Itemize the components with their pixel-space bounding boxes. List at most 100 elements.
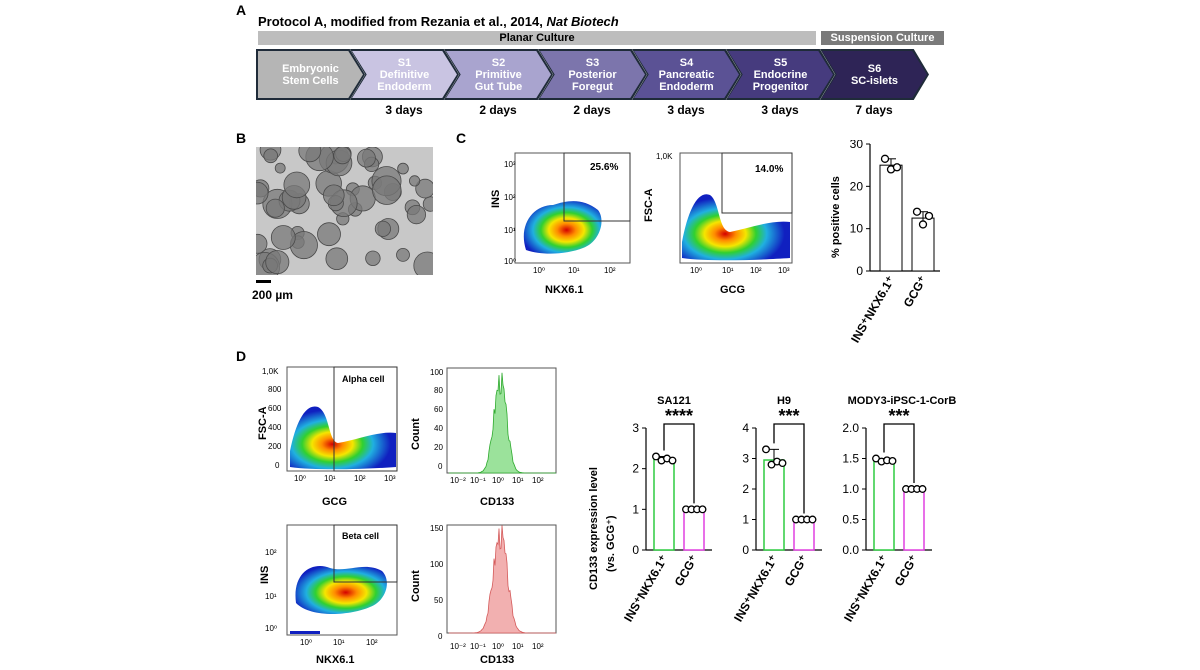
bar: [879, 164, 903, 272]
data-point: [892, 163, 902, 172]
stage-label: Primitive: [475, 68, 522, 81]
hist-green-xtick: 10¹: [512, 476, 524, 485]
y-tick-label: 0.5: [842, 513, 859, 527]
chart-title: MODY3-iPSC-1-CorB: [848, 395, 957, 407]
spheroid: [265, 250, 290, 275]
spheroid: [372, 175, 402, 205]
stage-label: SC-islets: [850, 74, 899, 87]
alpha-xtick: 10²: [354, 474, 366, 483]
stage-label: S1: [397, 56, 412, 69]
flow2-xlabel: GCG: [720, 284, 746, 296]
stage-label: Endocrine: [753, 68, 808, 81]
y-tick-label: 10: [850, 222, 864, 236]
flow2-ytick: 1,0K: [656, 152, 673, 161]
spheroid: [263, 148, 278, 164]
data-point: [762, 445, 770, 454]
significance-bracket: [883, 423, 915, 483]
histogram-cd133-alpha: [446, 367, 557, 474]
protocol-title: Protocol A, modified from Rezania et al.…: [258, 14, 619, 29]
flow1-ytick: 10¹: [504, 226, 516, 235]
spheroid: [325, 247, 349, 270]
hist-red-ytick: 50: [434, 596, 443, 605]
spheroid: [415, 178, 433, 199]
spheroid: [397, 162, 409, 175]
alpha-ytick: 1,0K: [262, 367, 279, 376]
scale-label: 200 µm: [252, 288, 293, 302]
flow1-ytick: 10³: [504, 160, 516, 169]
category-label: GCG⁺: [782, 553, 811, 589]
flow1-xtick: 10²: [604, 266, 616, 275]
y-tick-label: 0: [856, 264, 863, 278]
hist-green-xtick: 10²: [532, 476, 544, 485]
spheroid: [323, 184, 345, 207]
hist-red-xtick: 10⁰: [492, 642, 505, 651]
y-tick-label: 1: [632, 502, 639, 516]
bar-chart-mody3: MODY3-iPSC-1-CorB 0.0 0.5 1.0 1.5 2.0 INS⁺NKX6…: [841, 395, 957, 624]
flow-plot-beta-cell: Beta cell: [286, 524, 398, 636]
hist-red-ytick: 100: [430, 560, 444, 569]
beta-xtick: 10¹: [333, 638, 345, 647]
stage-label: S3: [585, 56, 600, 69]
bar-c-ylabel: % positive cells: [830, 176, 842, 258]
flow2-ylabel: FSC-A: [643, 188, 655, 222]
spheroid: [365, 250, 381, 267]
hist-red-ytick: 0: [438, 632, 443, 641]
spheroid: [298, 147, 322, 163]
flow-plot-fsc-gcg: 14.0%: [679, 152, 793, 264]
bar: [683, 508, 705, 551]
planar-culture-band: Planar Culture: [258, 31, 816, 45]
significance-bracket: [773, 423, 805, 514]
beta-xtick: 10²: [366, 638, 378, 647]
hist-green-xtick: 10⁰: [492, 476, 505, 485]
hist-red-xtick: 10²: [532, 642, 544, 651]
stage-duration: 3 days: [667, 103, 705, 117]
data-point: [918, 220, 928, 229]
y-tick-label: 0.0: [842, 543, 859, 557]
spheroid: [409, 175, 421, 187]
stage-label: Stem Cells: [282, 74, 339, 87]
spheroid: [413, 251, 433, 275]
y-tick-label: 1.5: [842, 452, 859, 466]
significance-stars: ***: [888, 406, 909, 426]
category-label: GCG⁺: [892, 553, 921, 589]
flow2-xtick: 10³: [778, 266, 790, 275]
hist-green-ytick: 20: [434, 443, 443, 452]
beta-ytick: 10¹: [265, 592, 277, 601]
chart-title: H9: [777, 395, 791, 407]
stage-label: S2: [491, 56, 506, 69]
data-point: [880, 154, 890, 163]
chart-title: SA121: [657, 395, 691, 407]
y-tick-label: 2: [742, 482, 749, 496]
stage-label: S5: [773, 56, 788, 69]
stage-arrow: S5 Endocrine Progenitor: [728, 51, 833, 98]
flow2-xtick: 10⁰: [690, 266, 703, 275]
panel-letter-a: A: [236, 2, 247, 18]
y-tick-label: 30: [850, 140, 864, 151]
beta-ytick: 10²: [265, 548, 277, 557]
flow1-ylabel: INS: [490, 189, 502, 208]
spheroid: [256, 181, 269, 205]
stage-arrow: Embryonic Stem Cells: [258, 51, 363, 98]
protocol-title-text: Protocol A, modified from Rezania et al.…: [258, 14, 547, 29]
histogram-cd133-beta: [446, 524, 557, 634]
hist-green-ylabel: Count: [410, 418, 422, 450]
stage-label: Gut Tube: [474, 80, 523, 93]
significance-stars: ****: [665, 406, 693, 426]
micrograph-image: [256, 147, 433, 275]
spheroid: [283, 171, 311, 199]
alpha-ytick: 800: [268, 385, 282, 394]
gate-beta-cell: Beta cell: [342, 531, 379, 541]
hist-red-xlabel: CD133: [480, 654, 515, 666]
histogram-fill: [449, 525, 556, 634]
data-point: [918, 485, 927, 493]
y-tick-label: 3: [632, 421, 639, 435]
category-label: INS⁺NKX6.1⁺: [621, 553, 670, 625]
alpha-ytick: 600: [268, 404, 282, 413]
panel-letter-d: D: [236, 348, 247, 364]
alpha-xtick: 10¹: [324, 474, 336, 483]
hist-red-xtick: 10⁻¹: [470, 642, 486, 651]
hist-red-ytick: 150: [430, 524, 444, 533]
protocol-title-journal: Nat Biotech: [546, 14, 619, 29]
d-bar-ylabel-1: CD133 expression level: [588, 467, 600, 590]
